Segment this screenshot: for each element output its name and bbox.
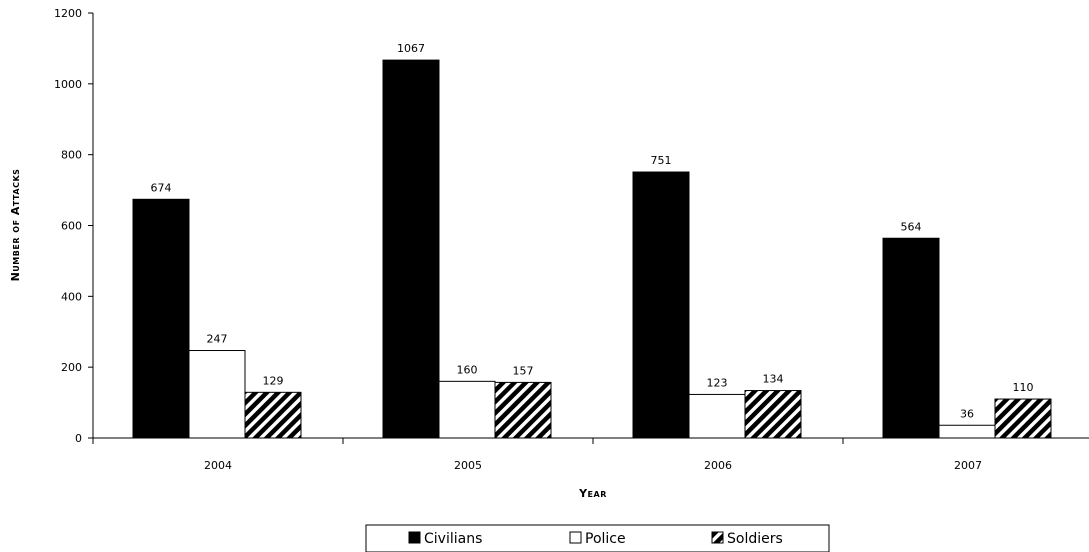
y-axis: 0 200 400 600 800 1000 1200 (54, 7, 94, 445)
data-label-soldiers-2005: 157 (513, 364, 534, 377)
legend-label-police: Police (585, 531, 626, 547)
data-label-police-2007: 36 (960, 407, 974, 420)
data-labels-group: 674 247 129 1067 160 157 751 123 134 564 36 110 (151, 42, 1034, 420)
x-tick-label: 2004 (204, 459, 232, 472)
data-label-soldiers-2006: 134 (763, 373, 784, 386)
x-tick-label: 2007 (954, 459, 982, 472)
x-tick-label: 2005 (454, 459, 482, 472)
bar-soldiers-2005 (494, 381, 552, 439)
legend-label-soldiers: Soldiers (727, 531, 783, 547)
data-label-civilians-2007: 564 (901, 220, 922, 233)
bars-group (132, 59, 1052, 439)
data-label-civilians-2004: 674 (151, 181, 172, 194)
bar-civilians-2005 (382, 59, 440, 439)
x-axis: 2004 2005 2006 2007 (92, 437, 1089, 472)
bar-civilians-2006 (632, 171, 690, 439)
legend-swatch-soldiers (711, 531, 724, 544)
y-tick-label: 1000 (54, 78, 82, 91)
data-label-soldiers-2007: 110 (1013, 381, 1034, 394)
data-label-police-2004: 247 (207, 333, 228, 346)
x-tick-label: 2006 (704, 459, 732, 472)
y-tick-label: 0 (75, 432, 82, 445)
y-tick-label: 1200 (54, 7, 82, 20)
y-axis-title: Number of Attacks (9, 169, 22, 282)
y-tick-label: 800 (61, 149, 82, 162)
x-axis-title: Year (578, 487, 607, 500)
legend-swatch-police (569, 531, 582, 544)
data-label-police-2005: 160 (457, 363, 478, 376)
bar-soldiers-2007 (994, 398, 1052, 439)
bar-police-2007 (938, 424, 996, 439)
legend-swatch-civilians (408, 531, 421, 544)
bar-police-2006 (688, 393, 746, 439)
data-label-civilians-2006: 751 (651, 154, 672, 167)
y-tick-label: 400 (61, 290, 82, 303)
legend-box (365, 524, 830, 552)
legend-label-civilians: Civilians (424, 531, 482, 547)
data-label-civilians-2005: 1067 (397, 42, 425, 55)
y-tick-label: 200 (61, 361, 82, 374)
y-tick-label: 600 (61, 220, 82, 233)
bar-soldiers-2006 (744, 390, 802, 439)
data-label-police-2006: 123 (707, 376, 728, 389)
bar-police-2005 (438, 380, 496, 439)
bar-civilians-2007 (882, 237, 940, 439)
bar-soldiers-2004 (244, 391, 302, 439)
data-label-soldiers-2004: 129 (263, 374, 284, 387)
bar-civilians-2004 (132, 198, 190, 439)
bar-police-2004 (188, 350, 246, 439)
legend: Civilians Police Soldiers (365, 524, 830, 552)
